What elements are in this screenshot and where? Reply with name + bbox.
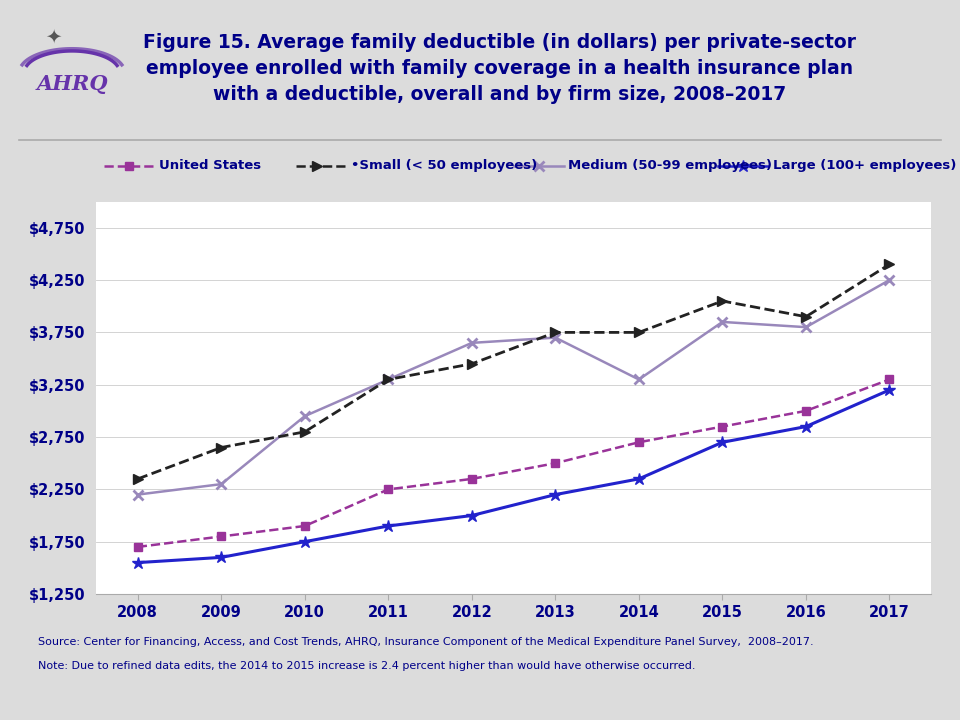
Text: Source: Center for Financing, Access, and Cost Trends, AHRQ, Insurance Component: Source: Center for Financing, Access, an… (38, 637, 814, 647)
Text: AHRQ: AHRQ (36, 74, 108, 94)
Text: Large (100+ employees): Large (100+ employees) (773, 159, 956, 172)
Text: ✦: ✦ (45, 27, 61, 46)
Text: Figure 15. Average family deductible (in dollars) per private-sector
employee en: Figure 15. Average family deductible (in… (143, 33, 855, 104)
Text: Note: Due to refined data edits, the 2014 to 2015 increase is 2.4 percent higher: Note: Due to refined data edits, the 201… (38, 661, 696, 671)
Text: •Small (< 50 employees): •Small (< 50 employees) (350, 159, 537, 172)
Text: United States: United States (158, 159, 261, 172)
Text: Medium (50-99 employees): Medium (50-99 employees) (568, 159, 772, 172)
